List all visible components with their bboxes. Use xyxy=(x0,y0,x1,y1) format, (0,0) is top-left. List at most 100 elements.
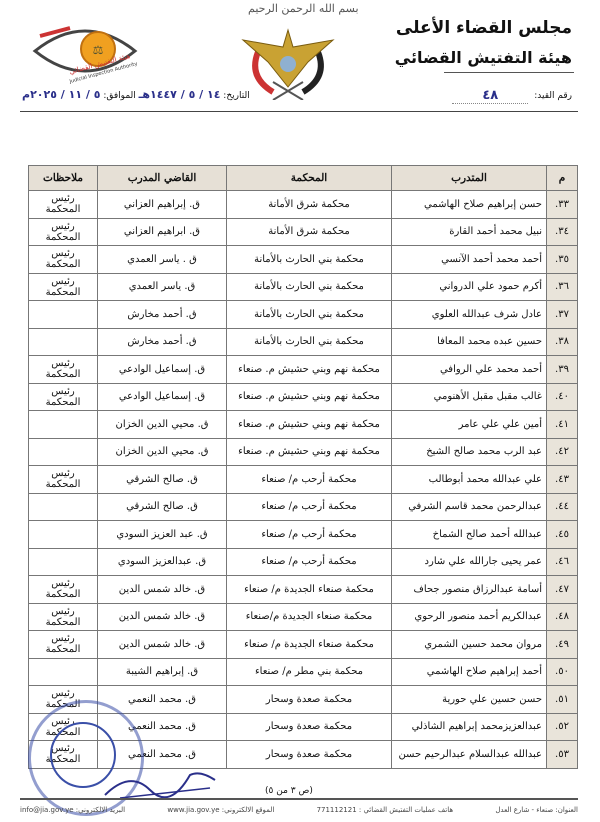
table-row: ٤٨. عبدالكريم أحمد منصور الرحوي محكمة صنعا… xyxy=(28,602,578,631)
table-row: ٤٩. مروان محمد حسين الشمري محكمة صنعاء الج… xyxy=(28,630,578,659)
header-notes: ملاحظات xyxy=(28,165,98,191)
row-notes xyxy=(28,410,98,439)
court-name: محكمة صنعاء الجديدة م/ صنعاء xyxy=(226,575,392,604)
court-name: محكمة شرق الأمانة xyxy=(226,217,392,246)
footer-phone: هاتف عمليات التفتيش القضائي : 771112121 xyxy=(316,806,454,814)
table-row: ٤٤. عبدالرحمن محمد قاسم الشرفي محكمة أرحب … xyxy=(28,492,578,521)
trainee-name: عمر يحيى جارالله علي شارد xyxy=(391,547,547,576)
court-name: محكمة شرق الأمانة xyxy=(226,190,392,219)
reference-label: رقم القيد: xyxy=(534,91,572,101)
row-number: ٣٥. xyxy=(546,245,578,274)
court-name: محكمة أرحب م/ صنعاء xyxy=(226,520,392,549)
trainee-name: غالب مقبل مقبل الأهنومي xyxy=(391,382,547,411)
trainer-judge: ق. محيي الدين الخزان xyxy=(97,437,227,466)
trainee-name: أحمد محمد علي الروافي xyxy=(391,355,547,384)
table-row: ٥٠. أحمد إبراهيم صلاح الهاشمي محكمة بني مط… xyxy=(28,657,578,686)
trainee-name: أسامة عبدالرزاق منصور جحاف xyxy=(391,575,547,604)
row-number: ٣٨. xyxy=(546,327,578,356)
trainer-judge: ق. صالح الشرقي xyxy=(97,465,227,494)
court-name: محكمة نهم وبني حشيش م. صنعاء xyxy=(226,437,392,466)
court-name: محكمة بني الحارث بالأمانة xyxy=(226,245,392,274)
trainer-judge: ق. صالح الشرقي xyxy=(97,492,227,521)
trainer-judge: ق. إسماعيل الوادعي xyxy=(97,355,227,384)
row-number: ٣٩. xyxy=(546,355,578,384)
trainer-judge: ق. ياسر العمدي xyxy=(97,272,227,301)
row-notes: رئيس المحكمة xyxy=(28,630,98,659)
row-number: ٣٣. xyxy=(546,190,578,219)
row-number: ٤٩. xyxy=(546,630,578,659)
trainees-table: م المتدرب المحكمة القاضي المدرب ملاحظات … xyxy=(28,165,578,769)
court-name: محكمة بني مطر م/ صنعاء xyxy=(226,657,392,686)
inspection-authority-logo-icon: ⚖ هيئة التفتيش القضائي Judicial Inspecti… xyxy=(32,26,138,85)
trainee-name: عبدالله عبدالسلام عبدالرحيم حسن xyxy=(391,740,547,769)
footer-email[interactable]: البريد الالكتروني: info@jia.gov.ye xyxy=(20,806,126,814)
row-notes xyxy=(28,300,98,329)
trainer-judge: ق. عبدالعزيز السودي xyxy=(97,547,227,576)
trainer-judge: ق. إبراهيم الشيبة xyxy=(97,657,227,686)
trainee-name: أكرم حمود علي الدرواني xyxy=(391,272,547,301)
table-row: ٤١. أمين علي علي عامر محكمة نهم وبني حشيش … xyxy=(28,410,578,439)
trainer-judge: ق. محمد النعمي xyxy=(97,685,227,714)
row-number: ٣٤. xyxy=(546,217,578,246)
header-number: م xyxy=(546,165,578,191)
row-number: ٤٦. xyxy=(546,547,578,576)
table-row: ٤٧. أسامة عبدالرزاق منصور جحاف محكمة صنعاء… xyxy=(28,575,578,604)
table-row: ٤٣. علي عبدالله محمد أبوطالب محكمة أرحب م/… xyxy=(28,465,578,494)
table-row: ٤٠. غالب مقبل مقبل الأهنومي محكمة نهم وبني… xyxy=(28,382,578,411)
court-name: محكمة نهم وبني حشيش م. صنعاء xyxy=(226,410,392,439)
court-name: محكمة صنعاء الجديدة م/ صنعاء xyxy=(226,630,392,659)
trainee-name: حسين عبده محمد المعافا xyxy=(391,327,547,356)
header-divider xyxy=(20,111,578,112)
divider xyxy=(444,72,574,73)
court-name: محكمة صعدة وسحار xyxy=(226,740,392,769)
date-hijri: ١٤ / ٥ / ١٤٤٧هـ xyxy=(138,88,221,101)
authority-name: هيئة التفتيش القضائي xyxy=(394,48,572,67)
table-row: ٣٨. حسين عبده محمد المعافا محكمة بني الحار… xyxy=(28,327,578,356)
table-row: ٤٦. عمر يحيى جارالله علي شارد محكمة أرحب م… xyxy=(28,547,578,576)
page-indicator: (ص ٣ من ٥) xyxy=(265,786,313,796)
row-notes: رئيس المحكمة xyxy=(28,272,98,301)
row-notes: رئيس المحكمة xyxy=(28,382,98,411)
date-separator: الموافق: xyxy=(103,91,136,101)
court-name: محكمة أرحب م/ صنعاء xyxy=(226,547,392,576)
trainee-name: نبيل محمد أحمد القارة xyxy=(391,217,547,246)
table-row: ٤٥. عبدالله أحمد صالح الشماخ محكمة أرحب م/… xyxy=(28,520,578,549)
court-name: محكمة صعدة وسحار xyxy=(226,685,392,714)
header-judge: القاضي المدرب xyxy=(97,165,227,191)
document-date: التاريخ: ١٤ / ٥ / ١٤٤٧هـ الموافق: ٥ / ١١… xyxy=(22,88,250,101)
trainee-name: حسن حسين علي حورية xyxy=(391,685,547,714)
basmala: بسم الله الرحمن الرحيم xyxy=(248,2,359,15)
row-notes: رئيس المحكمة xyxy=(28,575,98,604)
trainee-name: علي عبدالله محمد أبوطالب xyxy=(391,465,547,494)
row-number: ٤٥. xyxy=(546,520,578,549)
trainee-name: عبدالكريم أحمد منصور الرحوي xyxy=(391,602,547,631)
court-name: محكمة بني الحارث بالأمانة xyxy=(226,300,392,329)
header-trainee: المتدرب xyxy=(391,165,547,191)
row-number: ٥٢. xyxy=(546,712,578,741)
row-notes: رئيس المحكمة xyxy=(28,217,98,246)
row-number: ٤٧. xyxy=(546,575,578,604)
court-name: محكمة بني الحارث بالأمانة xyxy=(226,272,392,301)
stamp-inner-ring xyxy=(50,722,116,788)
table-row: ٣٤. نبيل محمد أحمد القارة محكمة شرق الأمان… xyxy=(28,217,578,246)
row-notes: رئيس المحكمة xyxy=(28,602,98,631)
trainer-judge: ق. إسماعيل الوادعي xyxy=(97,382,227,411)
table-header-row: م المتدرب المحكمة القاضي المدرب ملاحظات xyxy=(28,165,578,191)
table-row: ٣٣. حسن إبراهيم صلاح الهاشمي محكمة شرق الأ… xyxy=(28,190,578,219)
footer-divider xyxy=(20,798,578,800)
row-notes xyxy=(28,520,98,549)
trainee-name: عبد الرب محمد صالح الشيخ xyxy=(391,437,547,466)
court-name: محكمة أرحب م/ صنعاء xyxy=(226,465,392,494)
row-number: ٥١. xyxy=(546,685,578,714)
trainer-judge: ق. خالد شمس الدين xyxy=(97,630,227,659)
court-name: محكمة أرحب م/ صنعاء xyxy=(226,492,392,521)
row-notes: رئيس المحكمة xyxy=(28,190,98,219)
trainee-name: حسن إبراهيم صلاح الهاشمي xyxy=(391,190,547,219)
footer-website[interactable]: الموقع الالكتروني: www.jia.gov.ye xyxy=(167,806,275,814)
yemen-emblem-icon xyxy=(241,28,335,100)
reference-value: ٤٨ xyxy=(452,88,529,104)
date-label: التاريخ: xyxy=(223,91,250,101)
table-row: ٤٢. عبد الرب محمد صالح الشيخ محكمة نهم وبن… xyxy=(28,437,578,466)
row-number: ٤٣. xyxy=(546,465,578,494)
trainer-judge: ق. عبد العزيز السودي xyxy=(97,520,227,549)
